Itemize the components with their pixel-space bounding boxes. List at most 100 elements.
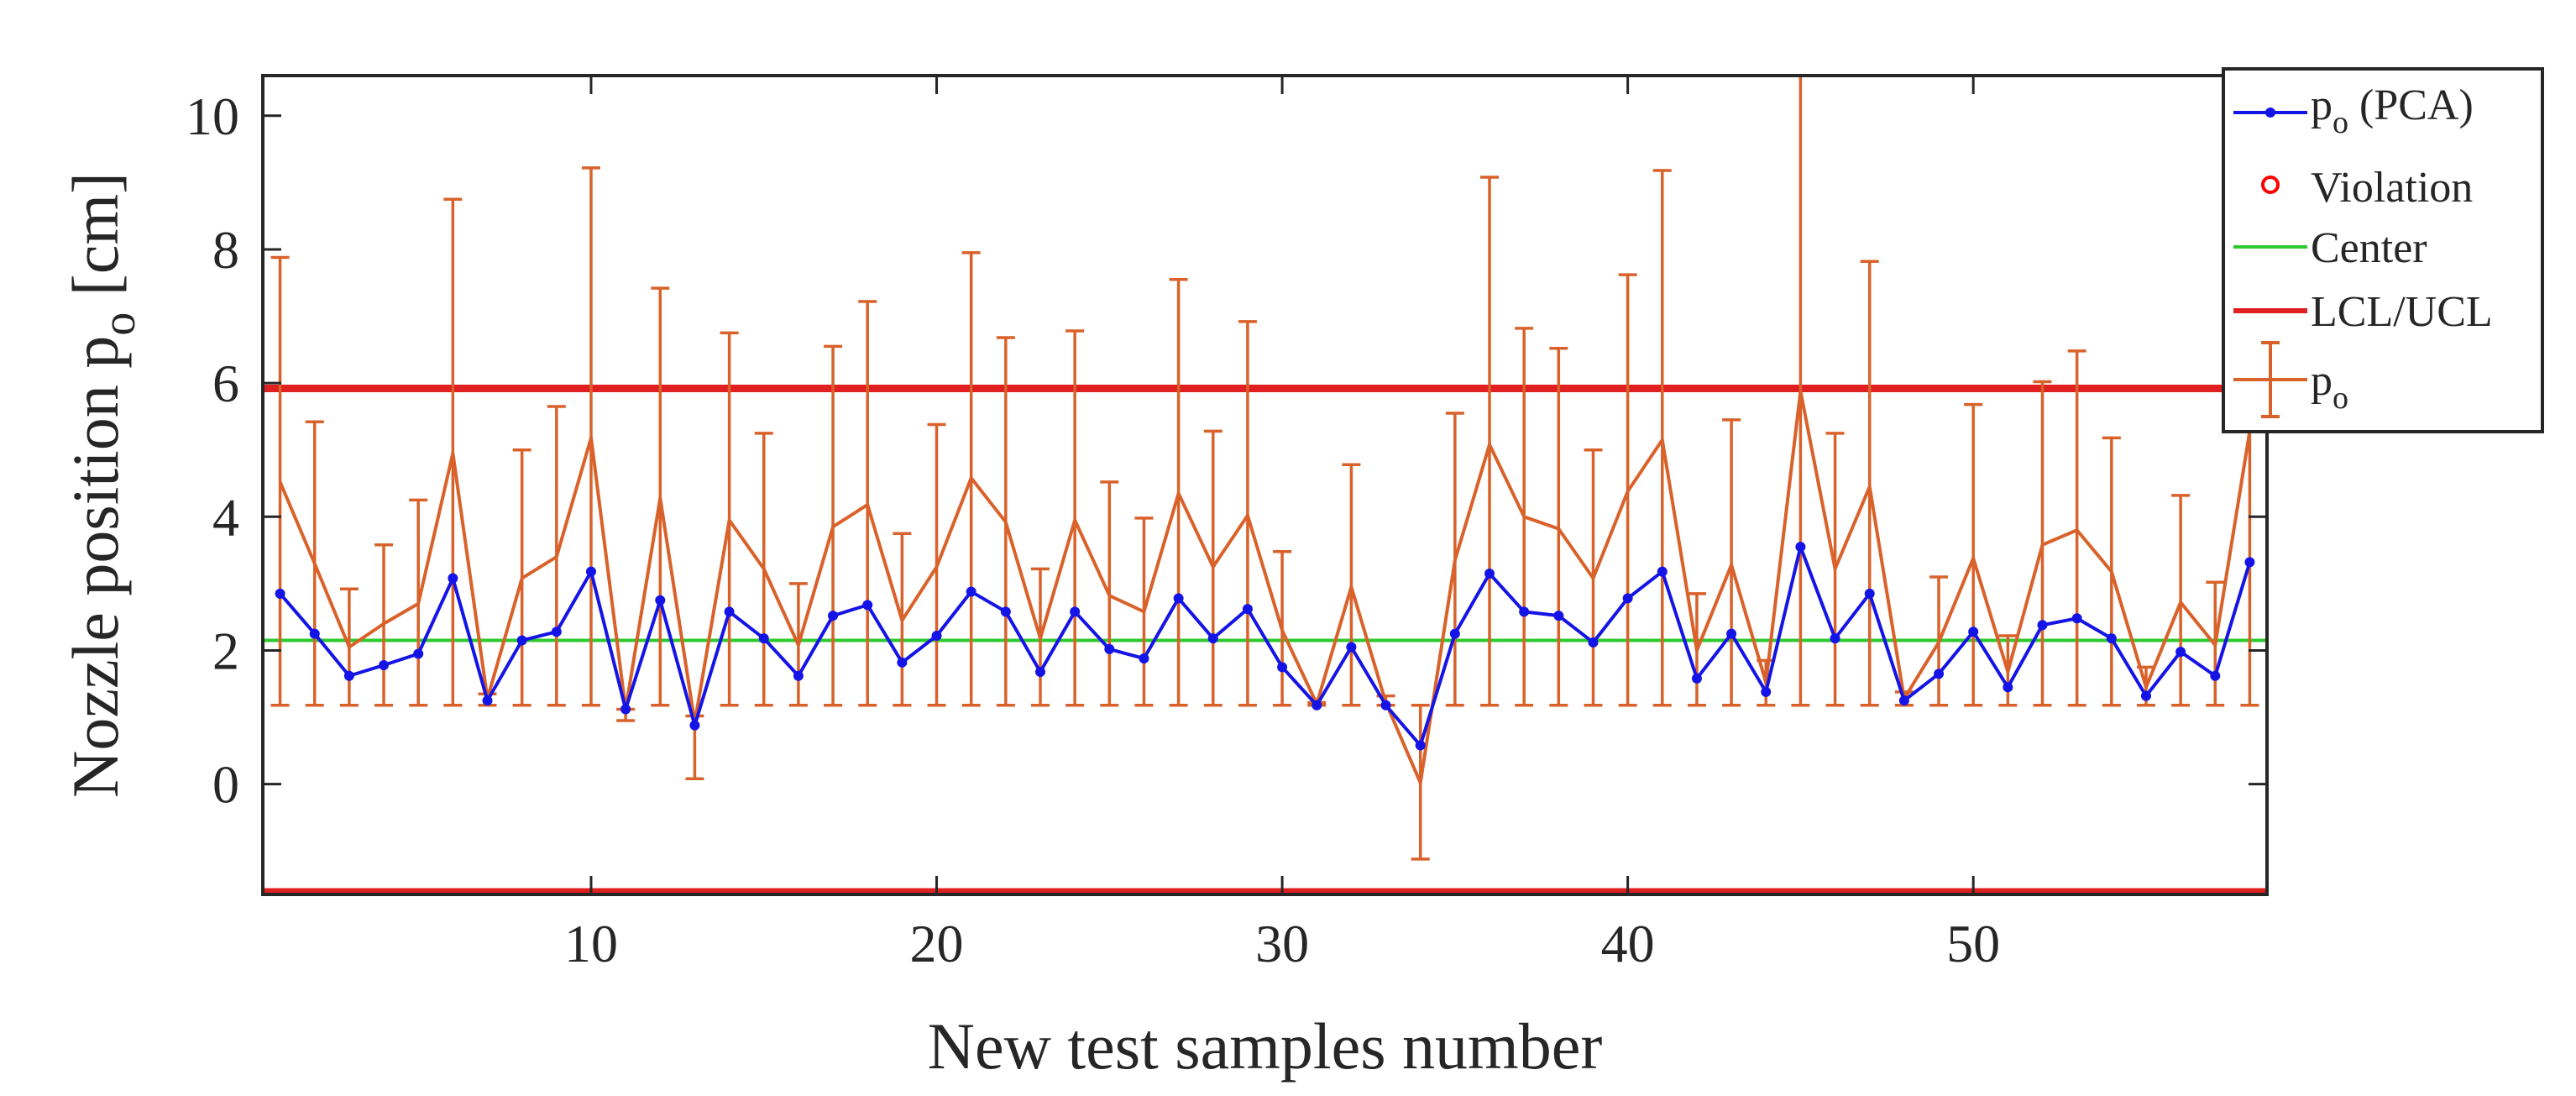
legend-label: Center: [2311, 224, 2427, 272]
po-errorbar: [1065, 329, 1085, 707]
legend-label-subscript: o: [2333, 380, 2348, 416]
y-axis-title-subscript: o: [93, 312, 145, 336]
pca-point: [1139, 653, 1149, 664]
legend-label-main: p: [2311, 81, 2333, 129]
pca-point: [620, 704, 631, 715]
y-tick-label: 6: [212, 354, 239, 413]
legend-label: Violation: [2311, 164, 2473, 212]
pca-point: [1795, 542, 1806, 553]
pca-point: [862, 600, 873, 611]
y-tick-label: 2: [212, 621, 239, 680]
po-errorbar: [1652, 169, 1672, 707]
pca-point: [516, 635, 527, 646]
po-errorbar: [1964, 402, 1983, 707]
pca-point: [1312, 700, 1322, 711]
x-tick-label: 10: [564, 914, 618, 973]
legend-marker-pca: [2265, 108, 2275, 118]
pca-point: [1898, 695, 1909, 706]
pca-point: [897, 657, 908, 668]
pca-point: [1449, 628, 1460, 639]
pca-point: [482, 695, 493, 706]
legend-label: LCL/UCL: [2311, 288, 2493, 336]
pca-point: [2106, 633, 2117, 644]
pca-point: [585, 566, 596, 577]
pca-point: [1415, 740, 1426, 751]
pca-series-line: [279, 545, 2252, 747]
legend-box: [2222, 67, 2544, 433]
y-tick-label: 0: [212, 755, 239, 815]
legend-label-main: p: [2311, 357, 2333, 405]
pca-point: [2037, 620, 2048, 631]
y-tick-label: 8: [212, 220, 239, 280]
pca-point: [758, 633, 769, 644]
legend-swatch-violation: [2261, 176, 2280, 194]
pca-point: [343, 670, 354, 681]
y-axis-title-unit: [cm]: [59, 172, 132, 312]
po-errorbar: [1238, 320, 1257, 707]
pca-point: [448, 573, 458, 584]
pca-point: [1968, 627, 1979, 637]
po-errorbar: [2171, 494, 2191, 707]
pca-point: [1380, 700, 1391, 711]
pca-point: [931, 630, 942, 641]
pca-point: [1726, 628, 1737, 639]
legend-label: po: [2311, 357, 2348, 416]
po-errorbar: [1549, 346, 1568, 707]
pca-point: [2071, 613, 2082, 624]
legend-label-subscript: o: [2333, 105, 2348, 140]
po-errorbar: [1342, 463, 1361, 707]
pca-point: [309, 628, 320, 639]
pca-point: [724, 606, 735, 617]
legend-entry: Center: [2233, 224, 2427, 272]
y-axis-title-main: Nozzle position p: [59, 336, 132, 798]
x-tick-label: 40: [1601, 914, 1655, 973]
legend-entry: LCL/UCL: [2233, 288, 2493, 336]
pca-point: [2003, 682, 2013, 693]
pca-point: [1761, 686, 1772, 697]
legend-label-main: LCL/UCL: [2311, 288, 2493, 336]
pca-point: [1934, 669, 1945, 679]
plot-area: [263, 76, 2267, 894]
pca-point: [1484, 568, 1495, 579]
pca-point: [1553, 611, 1564, 621]
pca-point: [1277, 662, 1288, 673]
pca-point: [1034, 666, 1045, 677]
legend-entry: po (PCA): [2233, 81, 2474, 140]
po-errorbar: [270, 255, 290, 707]
pca-point: [793, 670, 804, 681]
x-tick-label: 50: [1946, 914, 2000, 973]
pca-point: [2210, 670, 2221, 681]
legend-label-main: Violation: [2311, 164, 2473, 212]
legend-label-suffix: (PCA): [2348, 81, 2474, 129]
x-tick-label: 30: [1255, 914, 1309, 973]
pca-point: [1830, 633, 1840, 644]
pca-point: [689, 720, 700, 731]
pca-point: [275, 588, 285, 599]
pca-point: [2140, 690, 2151, 701]
pca-point: [1519, 606, 1530, 617]
pca-point: [1104, 643, 1115, 654]
legend-entry: po: [2233, 341, 2348, 418]
po-errorbar: [2067, 349, 2086, 707]
legend-label: po (PCA): [2311, 81, 2474, 140]
pca-point: [413, 648, 424, 659]
legend-entry: Violation: [2261, 164, 2473, 212]
pca-point: [551, 627, 562, 637]
pca-point: [379, 660, 390, 670]
y-tick-label: 4: [212, 487, 239, 547]
pca-point: [655, 595, 666, 606]
po-errorbar: [1860, 260, 1879, 707]
pca-point: [1622, 593, 1633, 604]
pca-point: [1588, 637, 1599, 648]
x-tick-label: 20: [910, 914, 964, 973]
y-tick-label: 10: [186, 87, 239, 146]
po-errorbar: [1480, 176, 1500, 707]
pca-point: [1070, 606, 1081, 617]
pca-point: [1691, 673, 1702, 684]
legend-label-main: Center: [2311, 224, 2427, 272]
pca-point: [1173, 593, 1184, 604]
pca-point: [966, 586, 976, 597]
pca-point: [2244, 557, 2255, 568]
